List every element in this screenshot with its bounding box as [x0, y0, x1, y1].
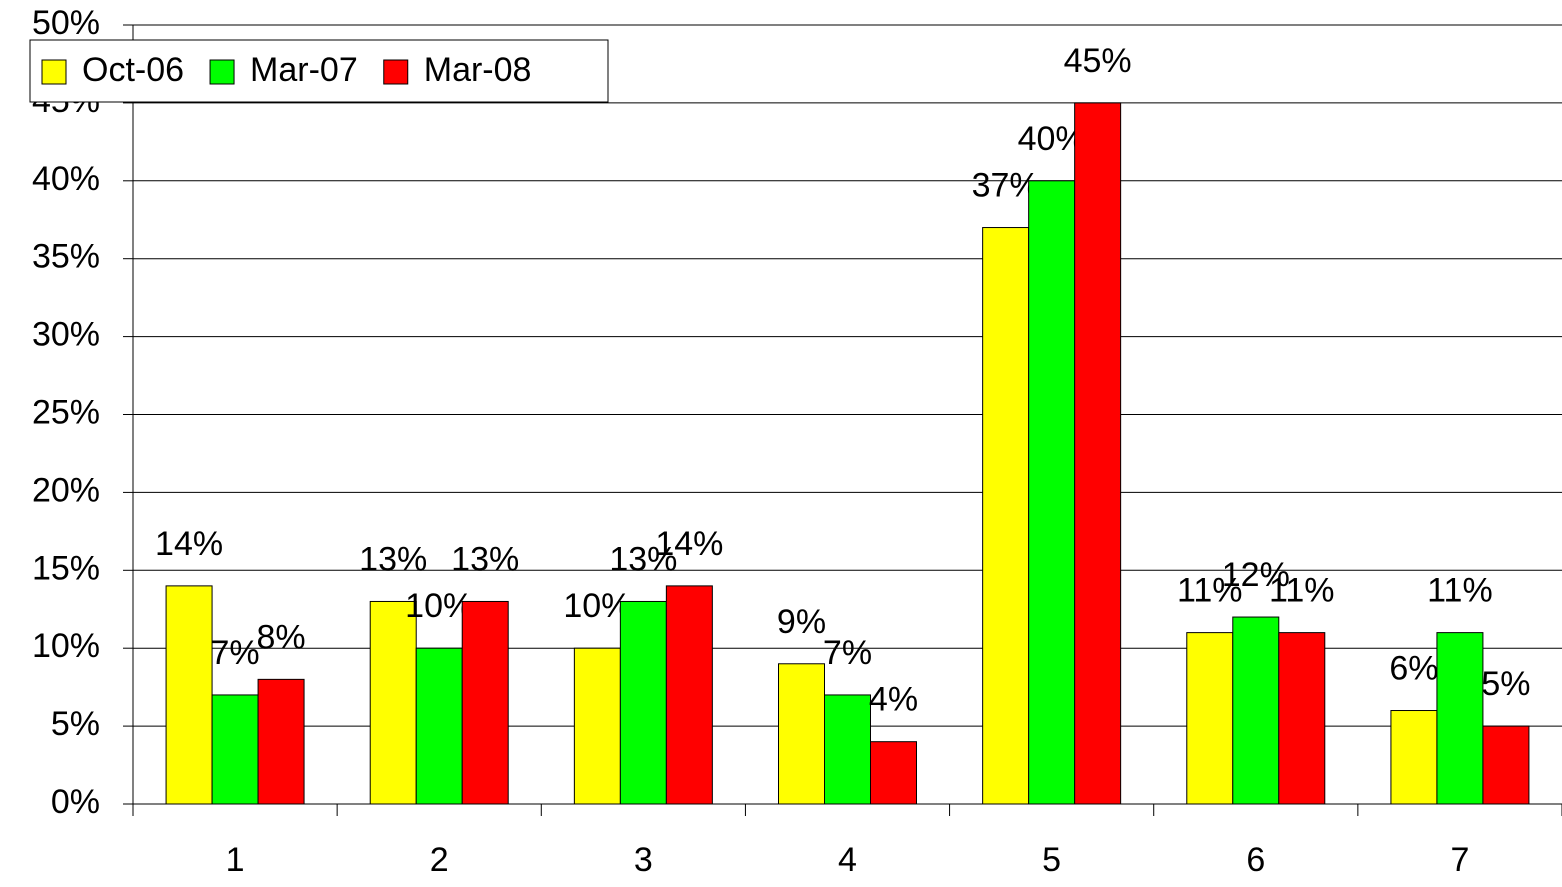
data-label: 11% [1269, 572, 1335, 610]
y-tick-label: 15% [32, 549, 100, 587]
bar [165, 585, 213, 805]
data-label: 7% [823, 634, 872, 672]
bar [982, 227, 1030, 805]
y-tick-label: 25% [32, 393, 100, 431]
data-label: 12% [1222, 556, 1290, 594]
bar [1436, 632, 1484, 805]
bar [870, 741, 917, 805]
data-label: 5% [1481, 665, 1530, 703]
data-label: 14% [655, 525, 723, 563]
data-label: 7% [211, 634, 260, 672]
x-tick-label: 4 [838, 841, 857, 879]
data-label: 11% [1177, 572, 1243, 610]
bar [1482, 725, 1530, 805]
x-tick-label: 5 [1042, 841, 1061, 879]
bar [1232, 616, 1280, 805]
y-tick-label: 35% [32, 238, 100, 276]
x-tick-label: 3 [634, 841, 653, 879]
legend-label: Oct-06 [82, 51, 184, 89]
data-label: 6% [1389, 650, 1438, 688]
x-tick-label: 1 [226, 841, 245, 879]
bar [665, 585, 713, 805]
bar [573, 647, 621, 805]
x-tick-label: 7 [1450, 841, 1469, 879]
legend-label: Mar-08 [424, 51, 532, 89]
bar [1186, 632, 1234, 805]
bar [415, 647, 463, 805]
legend-swatch [383, 59, 409, 85]
legend-label: Mar-07 [250, 51, 358, 89]
x-tick-label: 2 [430, 841, 449, 879]
data-label: 8% [257, 618, 306, 656]
y-tick-label: 0% [51, 783, 100, 821]
data-label: 11% [1427, 572, 1493, 610]
data-label: 4% [869, 681, 918, 719]
bar [369, 600, 417, 805]
bar [1278, 632, 1326, 805]
bar [257, 678, 305, 805]
data-label: 13% [451, 540, 519, 578]
bar [211, 694, 259, 805]
y-tick-label: 10% [32, 627, 100, 665]
y-tick-label: 50% [32, 4, 100, 42]
y-tick-label: 30% [32, 316, 100, 354]
bar [1074, 102, 1122, 805]
data-label: 9% [777, 603, 826, 641]
bar [778, 663, 825, 805]
bar [824, 694, 871, 805]
bar [1390, 710, 1438, 805]
y-tick-label: 5% [51, 705, 100, 743]
y-tick-label: 40% [32, 160, 100, 198]
data-label: 13% [609, 540, 677, 578]
y-tick-label: 20% [32, 471, 100, 509]
bar [461, 600, 509, 805]
bar [1028, 180, 1076, 805]
data-label: 14% [155, 525, 223, 563]
data-label: 45% [1064, 42, 1132, 80]
legend-box [29, 39, 609, 103]
x-tick-label: 6 [1246, 841, 1265, 879]
legend-swatch [209, 59, 235, 85]
data-label: 13% [359, 540, 427, 578]
legend-swatch [41, 59, 67, 85]
bar [619, 600, 667, 805]
